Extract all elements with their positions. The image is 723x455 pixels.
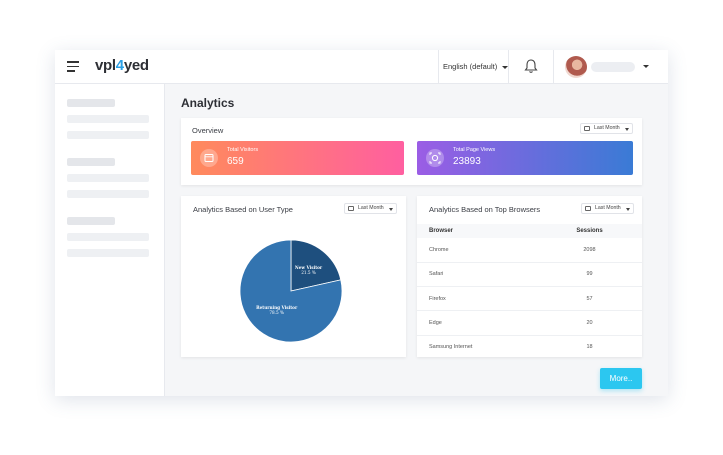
pie-slice-new-visitor[interactable] [290, 239, 342, 292]
total-page-views-label: Total Page Views [453, 147, 496, 153]
divider [438, 50, 439, 84]
main-content: Analytics Overview Last Month Total Visi… [165, 84, 668, 396]
chevron-down-icon [624, 127, 629, 131]
browsers-date-filter[interactable]: Last Month [581, 203, 634, 214]
chevron-down-icon [625, 207, 630, 211]
chevron-down-icon [502, 65, 509, 69]
browsers-table: Browser Sessions Chrome 2098 Safari 99 Fir… [417, 224, 642, 357]
avatar[interactable] [565, 56, 587, 78]
more-button[interactable]: More.. [600, 368, 642, 389]
sessions-cell: 2098 [537, 238, 642, 263]
app-window: vpl4yed English (default) Analytics Over… [55, 50, 668, 396]
sidebar-skeleton-item [67, 233, 149, 241]
sidebar-skeleton-item [67, 249, 149, 257]
divider [553, 50, 554, 84]
sidebar-skeleton-heading [67, 217, 115, 225]
sidebar-skeleton-item [67, 115, 149, 123]
overview-card: Overview Last Month Total Visitors 659 T… [181, 118, 642, 185]
sidebar-skeleton-heading [67, 158, 115, 166]
menu-icon[interactable] [67, 61, 79, 72]
calendar-icon [585, 206, 591, 211]
browser-cell: Samsung Internet [417, 335, 537, 357]
overview-title: Overview [192, 126, 224, 135]
column-header-sessions: Sessions [537, 224, 642, 238]
pie-label-category: Returning Visitor [256, 305, 298, 310]
browsers-card: Analytics Based on Top Browsers Last Mon… [417, 196, 642, 357]
sidebar-skeleton-item [67, 174, 149, 182]
visitors-icon [200, 149, 218, 167]
user-type-date-filter[interactable]: Last Month [344, 203, 397, 214]
sessions-cell: 99 [537, 262, 642, 288]
top-bar: vpl4yed English (default) [55, 50, 668, 84]
logo[interactable]: vpl4yed [95, 57, 149, 74]
browser-cell: Chrome [417, 238, 537, 263]
column-header-browser: Browser [417, 224, 537, 238]
table-row: Chrome 2098 [417, 238, 642, 263]
pie-label-category: New Visitor [295, 265, 323, 270]
browser-cell: Safari [417, 262, 537, 288]
filter-label: Last Month [594, 125, 620, 131]
total-page-views-value: 23893 [453, 156, 481, 167]
sessions-cell: 20 [537, 310, 642, 336]
total-visitors-label: Total Visitors [227, 147, 259, 153]
browsers-title: Analytics Based on Top Browsers [429, 205, 541, 214]
calendar-icon [348, 206, 354, 211]
user-menu-chevron-icon[interactable] [643, 65, 649, 68]
sidebar-skeleton-item [67, 131, 149, 139]
table-row: Safari 99 [417, 262, 642, 288]
table-row: Samsung Internet 18 [417, 335, 642, 357]
sessions-cell: 18 [537, 335, 642, 357]
user-type-title: Analytics Based on User Type [193, 205, 293, 214]
browser-cell: Firefox [417, 286, 537, 312]
user-type-card: Analytics Based on User Type Last Month … [181, 196, 406, 357]
chevron-down-icon [388, 207, 393, 211]
calendar-icon [584, 126, 590, 131]
sidebar-skeleton-item [67, 190, 149, 198]
pie-slice-returning-visitor[interactable] [239, 239, 343, 343]
language-label: English (default) [443, 62, 498, 71]
pie-label-value: 78.5 % [269, 310, 284, 315]
sidebar-skeleton-heading [67, 99, 115, 107]
table-header-row: Browser Sessions [417, 224, 642, 238]
sessions-cell: 57 [537, 286, 642, 312]
filter-label: Last Month [595, 205, 621, 211]
filter-label: Last Month [358, 205, 384, 211]
username-placeholder [591, 62, 635, 72]
browser-cell: Edge [417, 310, 537, 336]
page-views-icon [426, 149, 444, 167]
overview-date-filter[interactable]: Last Month [580, 123, 633, 134]
language-select[interactable]: English (default) [443, 62, 509, 71]
sidebar [55, 84, 165, 396]
table-row: Edge 20 [417, 310, 642, 336]
bell-icon[interactable] [524, 58, 538, 74]
page-title: Analytics [181, 96, 235, 110]
table-row: Firefox 57 [417, 286, 642, 312]
divider [508, 50, 509, 84]
pie-label-value: 21.5 % [301, 270, 316, 275]
total-page-views-card: Total Page Views 23893 [417, 141, 633, 175]
total-visitors-card: Total Visitors 659 [191, 141, 404, 175]
total-visitors-value: 659 [227, 156, 244, 167]
